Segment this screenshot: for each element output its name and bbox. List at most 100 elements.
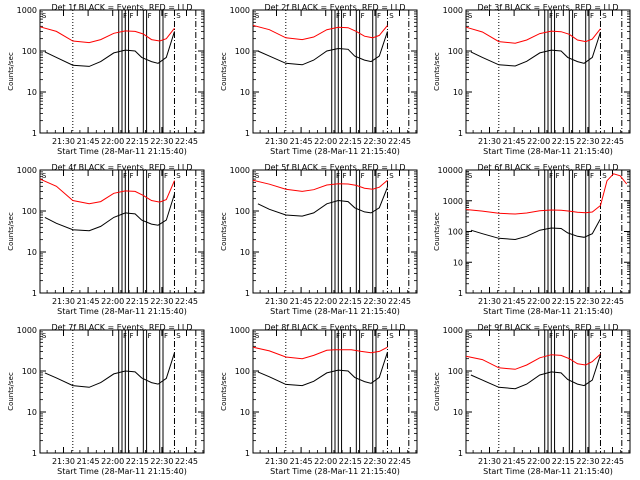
x-tick-label: 22:45 (388, 457, 411, 466)
y-tick-label: 1000 (230, 6, 250, 15)
x-tick-label: 22:45 (388, 137, 411, 146)
series-line (465, 173, 628, 215)
flag-label: F (123, 12, 127, 20)
x-tick-label: 21:30 (52, 297, 75, 306)
x-tick-label: 21:45 (77, 457, 100, 466)
x-tick-label: 22:45 (175, 297, 198, 306)
x-tick-label: 22:45 (388, 297, 411, 306)
flag-label: S (176, 332, 181, 340)
flag-label: F (590, 332, 594, 340)
x-tick-label: 21:45 (290, 137, 313, 146)
x-tick-label: 21:45 (290, 297, 313, 306)
y-tick-label: 1000 (17, 326, 37, 335)
x-tick-label: 22:30 (576, 137, 599, 146)
y-tick-label: 100 (235, 207, 250, 216)
x-tick-label: 22:15 (126, 297, 149, 306)
flag-label: F (549, 12, 553, 20)
series-line (465, 353, 601, 370)
flag-label: S (468, 332, 473, 340)
flag-label: F (361, 172, 365, 180)
y-tick-label: 10 (27, 88, 37, 97)
detector-panel: 1 10 100 1000 21:30 21:45 22:00 22:15 22:30 22:45… (7, 163, 205, 316)
flag-label: F (130, 172, 134, 180)
flag-label: F (590, 12, 594, 20)
flag-label: F (164, 332, 168, 340)
panel-title: Det 8f BLACK = Events, RED = LLD (264, 323, 405, 332)
y-tick-label: 100 (448, 47, 463, 56)
flag-label: S (468, 12, 473, 20)
y-tick-label: 1 (458, 129, 463, 138)
y-tick-label: 1000 (443, 6, 463, 15)
flag-label: F (549, 172, 553, 180)
y-tick-label: 10000 (438, 166, 463, 175)
y-axis-label: Counts/sec (220, 52, 228, 91)
y-tick-label: 10 (453, 88, 463, 97)
y-tick-label: 10 (27, 248, 37, 257)
y-tick-label: 1000 (230, 326, 250, 335)
y-tick-label: 100 (22, 367, 37, 376)
x-tick-label: 22:00 (101, 457, 124, 466)
flag-label: F (164, 12, 168, 20)
y-tick-label: 100 (22, 207, 37, 216)
detector-panel: 1 10 100 1000 21:30 21:45 22:00 22:15 22:30 22:45… (433, 3, 631, 156)
y-tick-label: 10 (27, 408, 37, 417)
flag-label: S (42, 12, 47, 20)
panel-title: Det 4f BLACK = Events, RED = LLD (51, 163, 192, 172)
flag-label: F (123, 172, 127, 180)
y-axis-label: Counts/sec (7, 212, 15, 251)
y-tick-label: 10 (240, 248, 250, 257)
series-line (44, 193, 175, 232)
x-tick-label: 21:45 (77, 137, 100, 146)
x-tick-label: 22:30 (363, 297, 386, 306)
y-tick-label: 1 (458, 289, 463, 298)
panel-title: Det 6f BLACK = Events, RED = LLD (477, 163, 618, 172)
panel-title: Det 7f BLACK = Events, RED = LLD (51, 323, 192, 332)
x-tick-label: 22:15 (126, 457, 149, 466)
x-axis-label: Start Time (28-Mar-11 21:15:40) (483, 467, 613, 476)
flag-label: F (148, 332, 152, 340)
x-tick-label: 22:15 (552, 457, 575, 466)
flag-label: S (42, 172, 47, 180)
flag-label: F (336, 12, 340, 20)
flag-label: S (255, 172, 260, 180)
y-tick-label: 1 (245, 449, 250, 458)
flag-label: F (361, 332, 365, 340)
y-tick-label: 1000 (230, 166, 250, 175)
series-line (257, 187, 388, 217)
flag-label: S (602, 332, 607, 340)
flag-label: F (336, 332, 340, 340)
x-tick-label: 22:45 (601, 457, 624, 466)
flag-label: S (389, 172, 394, 180)
x-tick-label: 21:45 (503, 297, 526, 306)
x-axis-label: Start Time (28-Mar-11 21:15:40) (270, 467, 400, 476)
x-tick-label: 22:15 (339, 457, 362, 466)
flag-label: F (343, 12, 347, 20)
x-tick-label: 21:45 (290, 457, 313, 466)
flag-label: F (377, 12, 381, 20)
flag-label: F (556, 332, 560, 340)
flag-label: S (255, 12, 260, 20)
series-line (39, 26, 175, 44)
flag-label: F (574, 172, 578, 180)
detector-panel: 1 10 100 1000 21:30 21:45 22:00 22:15 22:30 22:45… (220, 323, 418, 476)
detector-panel: 1 10 100 1000 21:30 21:45 22:00 22:15 22:30 22:45… (220, 3, 418, 156)
flag-label: F (377, 332, 381, 340)
flag-label: F (361, 12, 365, 20)
detector-panel: 1 10 100 1000 21:30 21:45 22:00 22:15 22:30 22:45… (433, 323, 631, 476)
y-axis-label: Counts/sec (220, 372, 228, 411)
x-tick-label: 22:30 (576, 457, 599, 466)
y-tick-label: 1 (32, 449, 37, 458)
y-tick-label: 10 (240, 88, 250, 97)
flag-label: S (176, 172, 181, 180)
x-tick-label: 21:30 (265, 137, 288, 146)
series-line (257, 351, 388, 387)
flag-label: F (343, 172, 347, 180)
x-tick-label: 22:00 (314, 457, 337, 466)
y-axis-label: Counts/sec (433, 372, 441, 411)
y-tick-label: 1 (458, 449, 463, 458)
x-tick-label: 21:45 (77, 297, 100, 306)
x-tick-label: 21:30 (52, 457, 75, 466)
series-line (44, 31, 175, 67)
y-tick-label: 1 (32, 129, 37, 138)
